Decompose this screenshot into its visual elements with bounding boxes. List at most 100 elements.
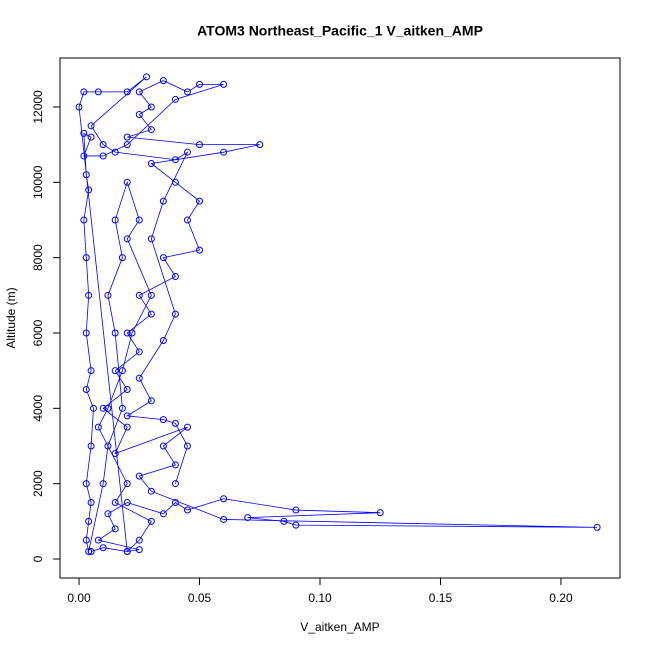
data-point bbox=[85, 186, 93, 194]
data-point bbox=[87, 122, 95, 130]
data-point bbox=[87, 547, 95, 555]
data-point bbox=[87, 499, 95, 507]
data-point bbox=[244, 514, 252, 522]
data-point bbox=[183, 442, 191, 450]
x-tick-label: 0.15 bbox=[429, 591, 453, 605]
data-point bbox=[159, 337, 167, 345]
data-point bbox=[99, 141, 107, 149]
x-axis-label: V_aitken_AMP bbox=[300, 620, 379, 634]
data-point bbox=[171, 156, 179, 164]
data-point bbox=[94, 536, 102, 544]
data-point bbox=[280, 517, 288, 525]
data-point bbox=[147, 310, 155, 318]
data-point bbox=[118, 254, 126, 262]
data-point bbox=[171, 461, 179, 469]
data-point bbox=[82, 385, 90, 393]
data-point bbox=[111, 499, 119, 507]
y-tick-label: 6000 bbox=[31, 319, 45, 346]
data-point bbox=[196, 197, 204, 205]
data-point bbox=[94, 88, 102, 96]
data-point bbox=[89, 404, 97, 412]
data-point bbox=[376, 509, 384, 517]
data-point bbox=[159, 197, 167, 205]
data-point bbox=[123, 423, 131, 431]
data-point bbox=[123, 88, 131, 96]
data-point bbox=[82, 254, 90, 262]
data-point bbox=[159, 77, 167, 85]
data-point bbox=[147, 126, 155, 134]
data-point bbox=[135, 348, 143, 356]
x-tick-label: 0.20 bbox=[549, 591, 573, 605]
data-point bbox=[220, 515, 228, 523]
data-point bbox=[123, 547, 131, 555]
data-point bbox=[183, 423, 191, 431]
data-point bbox=[171, 272, 179, 280]
chart-title: ATOM3 Northeast_Pacific_1 V_aitken_AMP bbox=[197, 23, 483, 39]
data-point bbox=[80, 216, 88, 224]
data-point bbox=[111, 329, 119, 337]
data-point bbox=[159, 442, 167, 450]
data-point bbox=[147, 397, 155, 405]
data-point bbox=[147, 103, 155, 111]
data-point bbox=[171, 178, 179, 186]
data-point bbox=[147, 487, 155, 495]
data-point bbox=[256, 141, 264, 149]
data-point bbox=[183, 88, 191, 96]
data-point bbox=[123, 235, 131, 243]
data-point bbox=[135, 216, 143, 224]
data-point bbox=[99, 404, 107, 412]
data-point bbox=[196, 80, 204, 88]
data-point bbox=[183, 216, 191, 224]
x-tick-label: 0.05 bbox=[188, 591, 212, 605]
y-tick-label: 4000 bbox=[31, 395, 45, 422]
data-point bbox=[123, 329, 131, 337]
data-point bbox=[292, 521, 300, 529]
x-tick-label: 0.10 bbox=[308, 591, 332, 605]
data-point bbox=[111, 525, 119, 533]
data-point bbox=[147, 235, 155, 243]
data-point bbox=[159, 254, 167, 262]
data-point bbox=[135, 88, 143, 96]
data-point bbox=[135, 546, 143, 554]
data-point bbox=[135, 111, 143, 119]
data-point bbox=[82, 480, 90, 488]
data-point bbox=[80, 129, 88, 137]
data-point bbox=[171, 419, 179, 427]
data-point bbox=[82, 171, 90, 179]
plot-box bbox=[59, 57, 621, 579]
data-point bbox=[80, 152, 88, 160]
data-point bbox=[118, 404, 126, 412]
data-point bbox=[196, 246, 204, 254]
data-point bbox=[111, 450, 119, 458]
data-point bbox=[123, 412, 131, 420]
data-point bbox=[292, 506, 300, 514]
data-point bbox=[87, 442, 95, 450]
data-point bbox=[82, 536, 90, 544]
data-point bbox=[135, 374, 143, 382]
data-point bbox=[123, 133, 131, 141]
y-tick-label: 8000 bbox=[31, 244, 45, 271]
y-tick-label: 10000 bbox=[31, 165, 45, 199]
data-point bbox=[183, 148, 191, 156]
data-point bbox=[171, 310, 179, 318]
data-point bbox=[159, 416, 167, 424]
data-point bbox=[196, 141, 204, 149]
data-point bbox=[220, 80, 228, 88]
data-point bbox=[99, 544, 107, 552]
data-point bbox=[143, 73, 151, 81]
data-point bbox=[159, 510, 167, 518]
data-point bbox=[82, 329, 90, 337]
data-point bbox=[104, 404, 112, 412]
data-point bbox=[171, 95, 179, 103]
data-point bbox=[111, 148, 119, 156]
y-tick-label: 12000 bbox=[31, 90, 45, 124]
data-point bbox=[80, 88, 88, 96]
data-point bbox=[85, 547, 93, 555]
data-point bbox=[104, 442, 112, 450]
data-point bbox=[135, 536, 143, 544]
data-point bbox=[99, 480, 107, 488]
data-point bbox=[123, 499, 131, 507]
data-point bbox=[171, 480, 179, 488]
data-point bbox=[123, 141, 131, 149]
